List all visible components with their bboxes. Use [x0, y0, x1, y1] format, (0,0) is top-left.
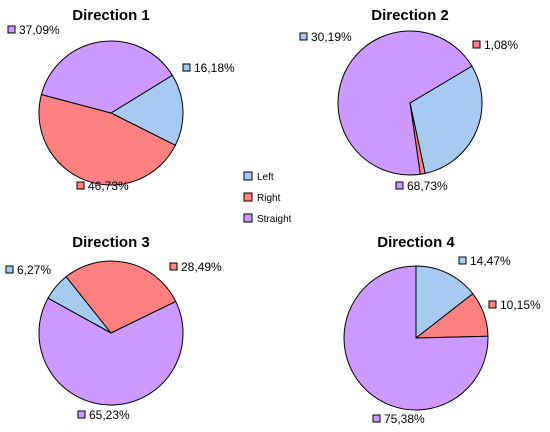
pie-slice-left	[415, 265, 474, 340]
data-label-swatch	[488, 300, 497, 309]
data-label-straight: 68,73%	[407, 179, 448, 193]
data-label-straight: 37,09%	[19, 23, 60, 37]
data-label-swatch	[5, 265, 14, 274]
data-label-right: 28,49%	[181, 260, 222, 274]
legend-swatch-left	[243, 171, 253, 181]
data-label-swatch	[458, 256, 467, 265]
legend-label-straight: Straight	[257, 214, 292, 225]
data-label-swatch	[472, 40, 481, 49]
data-label-swatch	[76, 181, 85, 190]
pie-chart-4: Direction 4 14,47% 10,15% 75,38%	[343, 234, 541, 426]
chart-title: Direction 2	[371, 7, 449, 24]
pie-slice-right	[65, 260, 177, 334]
data-label-left: 6,27%	[17, 263, 51, 277]
pie-slice-left	[109, 74, 184, 146]
data-label-left: 16,18%	[194, 61, 235, 75]
legend: Left Right Straight	[243, 171, 292, 225]
pie-chart-2: Direction 2 30,19% 1,08% 68,73%	[299, 7, 518, 193]
data-label-swatch	[7, 25, 16, 34]
data-label-left: 14,47%	[470, 254, 511, 268]
pie-slice-straight	[40, 40, 174, 114]
legend-label-right: Right	[257, 193, 281, 204]
pie-slice-right	[38, 93, 177, 186]
pie-chart-1: Direction 1 16,18% 46,73% 37,09%	[7, 7, 235, 193]
data-label-left: 30,19%	[311, 30, 352, 44]
data-label-straight: 65,23%	[89, 408, 130, 422]
pie-slice-straight	[343, 265, 489, 411]
chart-title: Direction 4	[377, 234, 455, 251]
data-label-swatch	[169, 262, 178, 271]
pie-chart-3: Direction 3 6,27% 28,49% 65,23%	[5, 234, 222, 422]
data-label-swatch	[77, 410, 86, 419]
pie-slice-straight	[38, 297, 184, 406]
data-label-swatch	[395, 181, 404, 190]
legend-swatch-straight	[243, 213, 253, 223]
legend-label-left: Left	[257, 172, 274, 183]
data-label-right: 46,73%	[88, 179, 129, 193]
pie-slice-left	[409, 65, 483, 174]
data-label-right: 1,08%	[484, 38, 518, 52]
data-label-right: 10,15%	[500, 298, 541, 312]
data-label-swatch	[182, 63, 191, 72]
pie-slice-straight	[337, 30, 473, 176]
legend-swatch-right	[243, 192, 253, 202]
data-label-swatch	[372, 414, 381, 423]
data-label-swatch	[299, 32, 308, 41]
chart-title: Direction 1	[72, 7, 150, 24]
data-label-straight: 75,38%	[384, 412, 425, 426]
chart-title: Direction 3	[72, 234, 150, 251]
